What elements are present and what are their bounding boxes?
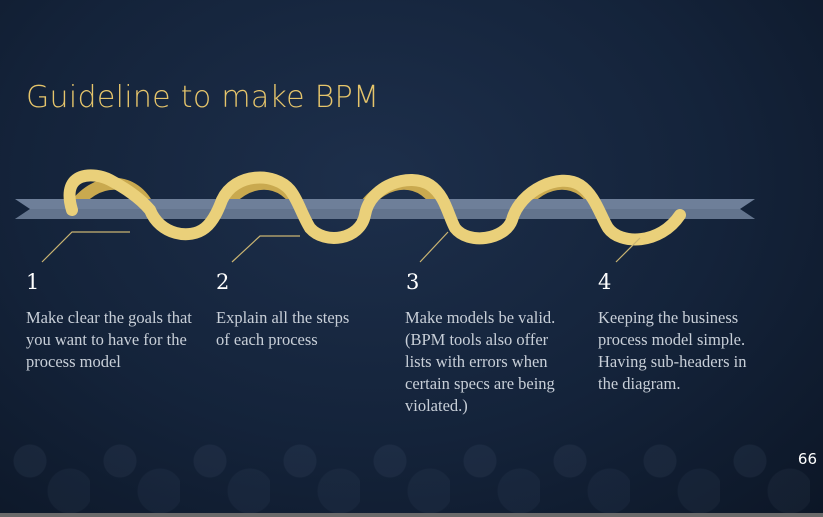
step-number-2: 2 bbox=[216, 270, 230, 294]
leader-line-4 bbox=[615, 237, 641, 263]
step-text-1: Make clear the goals that you want to ha… bbox=[26, 308, 192, 371]
damask-pattern bbox=[0, 421, 823, 513]
step-text-4: Keeping the business process model simpl… bbox=[598, 308, 747, 393]
step-number-3: 3 bbox=[406, 270, 420, 294]
page-number: 66 bbox=[797, 450, 817, 468]
step-number-1: 1 bbox=[26, 270, 40, 294]
step-text-2: Explain all the steps of each process bbox=[216, 308, 350, 349]
step-number-4: 4 bbox=[598, 270, 612, 294]
leader-line-3 bbox=[419, 231, 449, 263]
arrow-band-shade bbox=[15, 209, 755, 219]
ribbon-front bbox=[63, 169, 686, 246]
step-text-3: Make models be valid. (BPM tools also of… bbox=[405, 308, 556, 415]
leader-line-1 bbox=[41, 231, 130, 263]
bottom-strip bbox=[0, 513, 823, 517]
leader-line-2 bbox=[231, 235, 300, 263]
leader-lines bbox=[41, 231, 641, 263]
slide-title: Guideline to make BPM bbox=[26, 80, 380, 115]
